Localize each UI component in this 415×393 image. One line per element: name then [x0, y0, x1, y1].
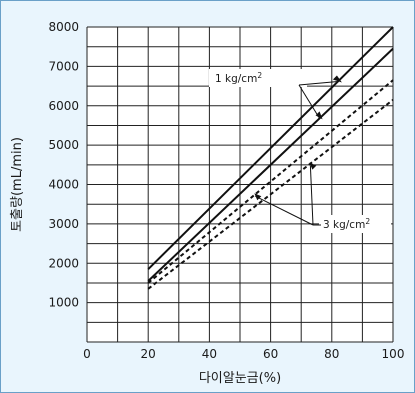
- annotation-bg-3: [319, 215, 391, 233]
- series-group: [147, 26, 394, 290]
- x-tick-label: 40: [202, 347, 217, 361]
- x-tick-label: 60: [263, 347, 278, 361]
- y-tick-label: 3000: [48, 217, 79, 231]
- x-axis-label: 다이알눈금(%): [199, 371, 281, 386]
- x-tick-label: 80: [324, 347, 339, 361]
- grid: [86, 26, 394, 343]
- y-tick-label: 1000: [48, 296, 79, 310]
- y-tick-label: 4000: [48, 178, 79, 192]
- y-axis-label: 토출량(mL/min): [10, 137, 25, 232]
- y-tick-label: 5000: [48, 138, 79, 152]
- annotation-bg-1: [209, 69, 307, 87]
- tick-labels: 0 20 40 60 80 100 1000 2000 3000 4000 5000 6000 7000…: [48, 20, 404, 361]
- x-tick-label: 20: [141, 347, 156, 361]
- annotation-1kg: 1 kg/cm2: [215, 71, 262, 85]
- x-tick-label: 100: [382, 347, 405, 361]
- annotations: 1 kg/cm2 3 kg/cm2: [209, 69, 391, 233]
- arrow-1b: [315, 111, 323, 120]
- leader-1b: [298, 84, 320, 119]
- y-tick-label: 6000: [48, 99, 79, 113]
- series-line-3: [147, 79, 394, 284]
- arrow-1a: [332, 75, 342, 83]
- arrow-3a: [254, 193, 262, 201]
- y-tick-label: 8000: [48, 20, 79, 34]
- leader-3b: [309, 165, 314, 226]
- x-tick-label: 0: [83, 347, 91, 361]
- annotation-3kg: 3 kg/cm2: [323, 217, 370, 231]
- y-tick-label: 2000: [48, 256, 79, 270]
- arrow-3b: [309, 162, 317, 170]
- series-line-4: [147, 99, 394, 290]
- leader-3a: [255, 195, 314, 226]
- series-line-2: [147, 47, 394, 282]
- y-tick-label: 7000: [48, 59, 79, 73]
- series-line-1: [147, 26, 394, 270]
- leader-1a: [298, 80, 338, 86]
